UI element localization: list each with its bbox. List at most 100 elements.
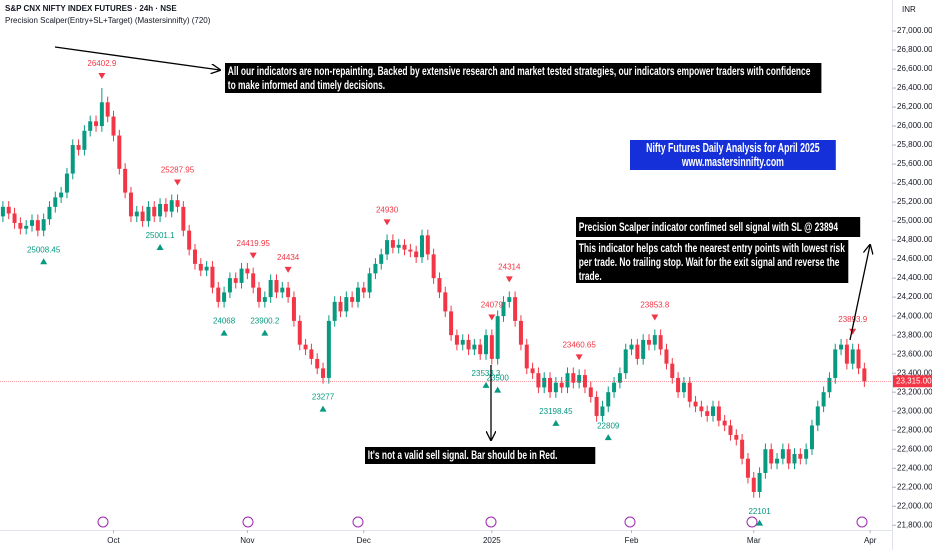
candle-body	[850, 349, 855, 364]
candle-body	[553, 382, 558, 393]
arrow	[849, 245, 870, 341]
candle-body	[35, 220, 40, 231]
candle-body	[169, 200, 174, 212]
event-icon	[624, 516, 636, 528]
candle-body	[286, 287, 291, 298]
candle-body	[262, 297, 267, 302]
candle-body	[210, 266, 215, 288]
candle-body	[600, 406, 605, 416]
candle-body	[414, 251, 419, 258]
candle-body	[536, 373, 541, 388]
currency: INR	[902, 5, 916, 14]
candle-body	[222, 292, 227, 302]
candle-body	[227, 278, 232, 293]
candle-body	[833, 349, 838, 378]
buy-signal	[319, 405, 327, 412]
candle-body	[408, 249, 413, 252]
candle-body	[146, 206, 151, 222]
candle-body	[693, 401, 698, 407]
candle-body	[315, 358, 320, 369]
candle-body	[681, 382, 686, 393]
candle-body	[158, 203, 163, 217]
x-tick-label: Dec	[357, 536, 371, 545]
candle-body	[676, 377, 681, 393]
y-tick-label: 24,800.00	[897, 235, 932, 244]
y-tick-label: 24,400.00	[897, 273, 932, 282]
buy-signal-label: 22809	[597, 421, 620, 430]
candle-body	[489, 335, 494, 359]
buy-signal	[220, 329, 228, 336]
y-tick-label: 22,200.00	[897, 482, 932, 491]
candle-body	[775, 458, 780, 464]
candle-body	[373, 263, 378, 274]
event-icon	[352, 516, 364, 528]
candle-body	[280, 287, 285, 293]
candle-body	[449, 311, 454, 336]
candle-body	[454, 335, 459, 345]
sell-signal	[651, 314, 659, 321]
candle-body	[18, 223, 23, 229]
candle-body	[699, 406, 704, 412]
candle-body	[105, 102, 110, 117]
y-tick-label: 26,200.00	[897, 102, 932, 111]
candle-body	[99, 102, 104, 127]
candle-body	[687, 382, 692, 402]
candle-body	[460, 339, 465, 345]
y-tick-label: 21,800.00	[897, 520, 932, 529]
candle-body	[181, 206, 186, 231]
annotation: Nifty Futures Daily Analysis for April 2…	[646, 141, 820, 155]
y-tick-label: 22,600.00	[897, 444, 932, 453]
candle-body	[437, 278, 442, 293]
candle-body	[163, 203, 168, 212]
candle-body	[518, 320, 523, 345]
y-tick-label: 23,600.00	[897, 349, 932, 358]
y-tick-label: 25,800.00	[897, 140, 932, 149]
y-tick-label: 27,000.00	[897, 26, 932, 35]
candle-body	[821, 392, 826, 407]
event-icon	[856, 516, 868, 528]
candle-body	[513, 297, 518, 321]
candle-body	[571, 373, 576, 383]
candle-body	[443, 292, 448, 312]
candle-body	[472, 344, 477, 350]
candle-body	[41, 219, 46, 231]
candle-body	[740, 439, 745, 459]
candle-body	[134, 211, 139, 217]
candle-body	[839, 344, 844, 350]
candle-body	[588, 387, 593, 397]
candle-body	[47, 206, 52, 220]
sell-signal-label: 26402.9	[87, 59, 116, 68]
annotation-box: Nifty Futures Daily Analysis for April 2…	[630, 140, 836, 170]
y-tick-label: 22,000.00	[897, 501, 932, 510]
candle-body	[804, 449, 809, 459]
candle-body	[268, 280, 273, 298]
x-tick-label: Apr	[864, 536, 877, 545]
buy-signal-label: 23198.45	[539, 407, 573, 416]
y-tick-label: 22,800.00	[897, 425, 932, 434]
y-tick-label: 23,800.00	[897, 330, 932, 339]
buy-signal-label: 24068	[213, 317, 236, 326]
sell-signal	[284, 266, 292, 273]
last-price-box	[893, 375, 932, 388]
candle-body	[565, 373, 570, 388]
candle-body	[809, 425, 814, 450]
candle-body	[297, 320, 302, 345]
candle-body	[390, 240, 395, 248]
candle-body	[722, 420, 727, 426]
candle-body	[192, 249, 197, 264]
candle-body	[763, 449, 768, 473]
buy-signal	[604, 434, 612, 441]
candle-body	[30, 220, 35, 226]
annotation: This indicator helps catch the nearest e…	[576, 240, 849, 283]
buy-signal-label: 25008.45	[27, 245, 61, 254]
candle-body	[198, 263, 203, 271]
candle-body	[233, 278, 238, 283]
sell-signal	[505, 276, 513, 283]
candle-body	[216, 287, 221, 302]
candle-body	[652, 335, 657, 345]
y-tick-label: 26,600.00	[897, 64, 932, 73]
candle-body	[70, 145, 75, 174]
candle-body	[396, 244, 401, 248]
candle-body	[53, 197, 58, 207]
candle-body	[786, 449, 791, 464]
